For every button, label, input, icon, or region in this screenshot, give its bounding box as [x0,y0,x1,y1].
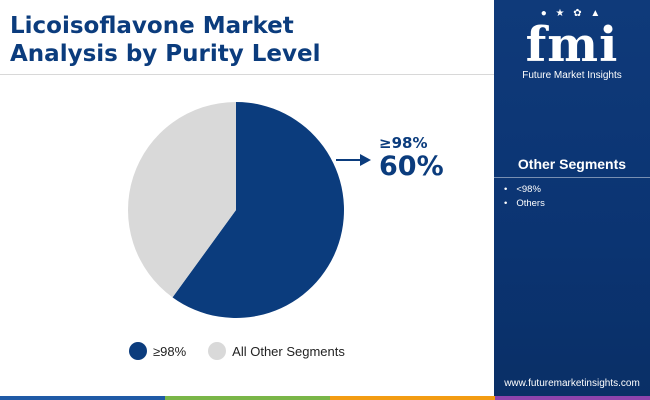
legend-item-other: All Other Segments [208,342,345,360]
segments-list: <98% Others [504,184,545,212]
segment-item: Others [504,198,545,209]
legend-swatch-other [208,342,227,360]
legend-item-primary: ≥98% [129,342,186,360]
title-divider [0,74,494,75]
callout-value: 60% [379,151,444,182]
logo-mark: fmi [525,17,619,73]
bottom-bar-segment-3 [330,396,495,400]
pie-slice-primary [172,102,344,318]
title-line-1: Licoisoflavone Market [10,13,294,39]
pie-chart [127,102,371,318]
website-link[interactable]: www.futuremarketinsights.com [504,378,640,389]
page-title: Licoisoflavone Market Analysis by Purity… [10,12,480,68]
callout-arrow-head [360,154,371,166]
legend-label-primary: ≥98% [153,343,187,359]
other-segments-title: Other Segments [517,156,627,172]
chart-legend: ≥98% All Other Segments [129,342,367,360]
bottom-bar-segment-1 [0,396,165,400]
bottom-bar-segment-4 [495,396,650,400]
title-line-2: Analysis by Purity Level [10,41,321,67]
sidebar: ● ★ ✿ ▲ fmi Future Market Insights Other… [494,0,650,400]
bottom-color-bar [0,396,650,400]
bottom-bar-segment-2 [165,396,330,400]
legend-swatch-primary [129,342,147,360]
pie-slice-other [127,102,236,298]
segment-item: <98% [504,184,545,195]
logo-icons: ● ★ ✿ ▲ [540,8,604,19]
callout-label: ≥98% [379,134,428,152]
segments-divider [494,177,650,178]
logo-subtitle: Future Market Insights [522,70,622,81]
legend-label-other: All Other Segments [232,343,345,359]
fmi-logo[interactable]: ● ★ ✿ ▲ fmi Future Market Insights [494,8,650,81]
chart-callout: ≥98% 60% [379,134,444,182]
